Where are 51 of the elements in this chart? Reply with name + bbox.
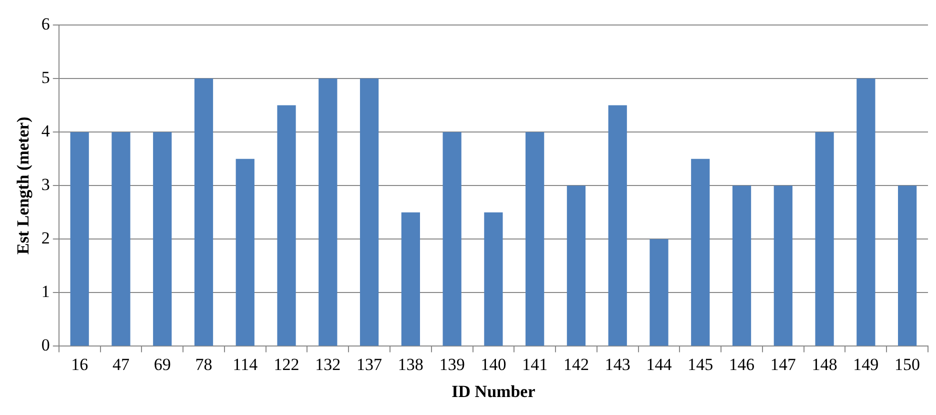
x-tick-label: 78 bbox=[195, 354, 212, 374]
bar bbox=[856, 78, 876, 346]
x-tick-label: 114 bbox=[232, 354, 258, 374]
x-tick-label: 148 bbox=[812, 354, 838, 374]
x-tick-label: 141 bbox=[522, 354, 548, 374]
bar bbox=[650, 239, 668, 346]
x-tick-label: 139 bbox=[439, 354, 465, 374]
y-tick-label: 4 bbox=[41, 122, 50, 141]
x-tick-label: 122 bbox=[274, 354, 300, 374]
x-tick-label: 143 bbox=[604, 354, 630, 374]
bar bbox=[70, 132, 89, 346]
x-tick-label: 145 bbox=[688, 354, 714, 374]
y-tick-label: 0 bbox=[41, 336, 50, 355]
bar bbox=[112, 132, 130, 346]
bar bbox=[815, 132, 834, 346]
bar bbox=[566, 186, 586, 346]
y-tick-label: 3 bbox=[41, 175, 50, 194]
y-tick-label: 6 bbox=[41, 14, 50, 34]
bar bbox=[691, 158, 710, 346]
bar bbox=[526, 132, 544, 346]
bar bbox=[401, 212, 420, 346]
bar bbox=[442, 132, 462, 346]
bar bbox=[608, 105, 627, 346]
x-tick-label: 16 bbox=[71, 354, 88, 374]
bar bbox=[898, 186, 917, 346]
x-tick-label: 142 bbox=[563, 354, 589, 374]
y-tick-label: 1 bbox=[41, 282, 50, 302]
bar bbox=[236, 158, 254, 346]
bar bbox=[360, 78, 379, 346]
bar bbox=[277, 105, 296, 346]
x-tick-label: 144 bbox=[646, 354, 672, 374]
x-tick-label: 140 bbox=[480, 354, 506, 374]
bar bbox=[153, 132, 172, 346]
y-tick-label: 2 bbox=[41, 228, 50, 248]
x-tick-label: 147 bbox=[770, 354, 796, 374]
bar bbox=[732, 186, 752, 346]
bar bbox=[484, 212, 503, 346]
x-tick-label: 47 bbox=[112, 354, 130, 374]
x-tick-label: 149 bbox=[853, 354, 879, 374]
x-tick-label: 137 bbox=[356, 354, 383, 374]
bar bbox=[194, 78, 214, 346]
x-tick-label: 146 bbox=[729, 354, 755, 374]
x-tick-label: 69 bbox=[154, 354, 171, 374]
bar bbox=[318, 78, 338, 346]
x-tick-label: 138 bbox=[398, 354, 424, 374]
x-tick-label: 150 bbox=[894, 354, 920, 374]
y-tick-label: 5 bbox=[41, 68, 50, 87]
x-axis-title: ID Number bbox=[452, 382, 536, 402]
x-tick-label: 132 bbox=[315, 354, 341, 374]
bar bbox=[774, 186, 792, 346]
y-axis-title: Est Length (meter) bbox=[14, 116, 33, 255]
